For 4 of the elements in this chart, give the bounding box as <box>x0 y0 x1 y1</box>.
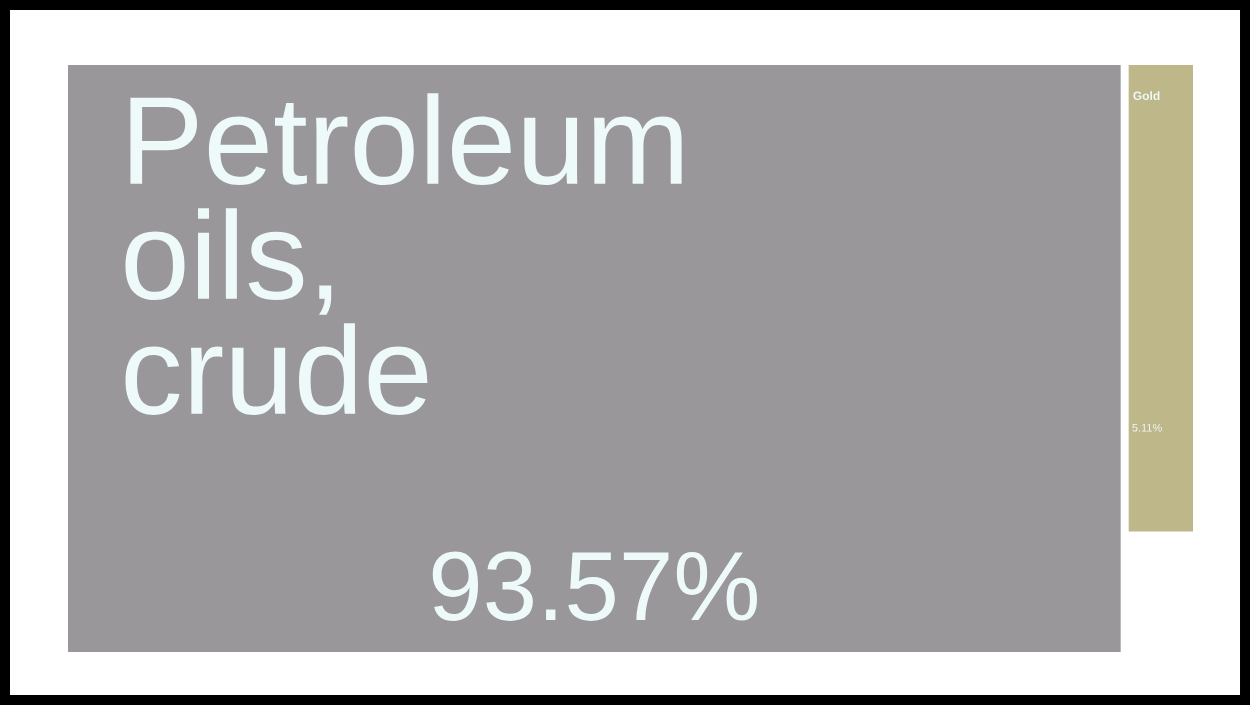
data-label: 93.57% <box>432 551 757 621</box>
data-label: 5.11% <box>1132 423 1162 432</box>
category-label: Petroleum oils, crude <box>125 93 682 415</box>
category-label: Gold <box>1133 91 1160 100</box>
